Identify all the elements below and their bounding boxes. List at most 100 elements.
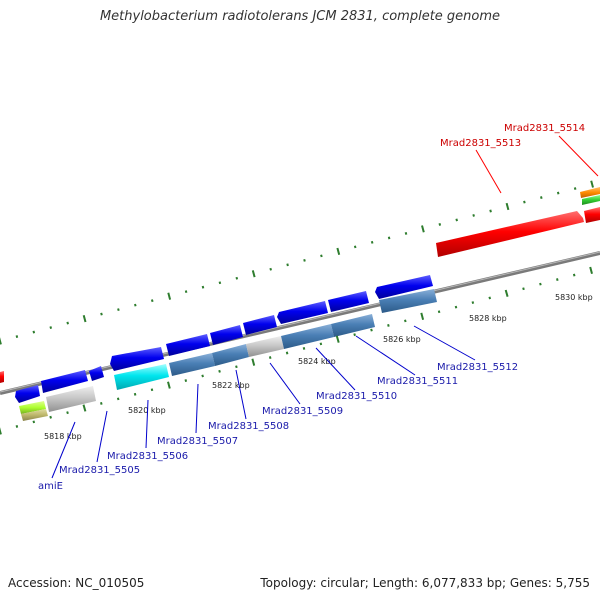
outer-tick [269, 267, 272, 271]
scale-label-5822: 5822 kbp [212, 381, 250, 390]
inner-tick-row [0, 266, 593, 435]
label-mrad2831-5509[interactable]: Mrad2831_5509 [262, 406, 343, 417]
outer-tick [167, 292, 172, 300]
inner-tick [370, 328, 373, 332]
gene-mrad2831-5508-blue[interactable] [210, 325, 243, 345]
outer-tick [82, 314, 87, 323]
gene-mrad2831-5505-blue[interactable] [41, 370, 88, 393]
outer-tick [32, 330, 36, 334]
callout-lines [51, 135, 599, 479]
outer-tick [489, 209, 492, 213]
gene-orange-top[interactable] [580, 187, 600, 198]
inner-tick [387, 324, 390, 327]
inner-tick [488, 296, 492, 300]
callout-5508 [235, 369, 247, 420]
inner-tick [201, 374, 204, 378]
gene-mrad2831-5507-steel[interactable] [169, 353, 215, 376]
callout-5507 [195, 383, 199, 434]
inner-tick [150, 388, 154, 392]
callout-5505 [96, 410, 108, 463]
gene-mrad2831-5508-steel[interactable] [212, 344, 249, 366]
inner-tick [572, 273, 576, 277]
outer-tick [66, 321, 69, 325]
accession-text: Accession: NC_010505 [8, 576, 145, 590]
scale-label-5826: 5826 kbp [383, 335, 421, 344]
outer-tick [421, 225, 425, 233]
outer-tick-row [0, 180, 594, 345]
label-mrad2831-5508[interactable]: Mrad2831_5508 [208, 421, 289, 432]
inner-tick [100, 402, 103, 405]
gene-amie-khaki[interactable] [21, 409, 48, 421]
gene-mrad2831-5506-cyan[interactable] [114, 364, 169, 390]
gene-mrad2831-5511-steel[interactable] [331, 314, 375, 337]
outer-tick [201, 285, 205, 289]
outer-tick [286, 263, 289, 267]
outer-tick [251, 270, 256, 278]
inner-tick [589, 266, 593, 275]
callout-5514 [558, 135, 599, 177]
inner-tick [32, 420, 36, 424]
outer-tick [117, 308, 120, 312]
map-title: Methylobacterium radiotolerans JCM 2831,… [99, 9, 501, 24]
outer-tick [184, 290, 188, 294]
outer-tick [49, 326, 53, 329]
inner-tick [335, 335, 340, 343]
inner-tick [167, 381, 171, 389]
inner-tick [184, 379, 188, 382]
inner-tick [251, 358, 256, 366]
outer-tick [218, 281, 222, 285]
outer-tick [505, 202, 510, 211]
gene-mrad2831-5512-blue[interactable] [375, 275, 433, 299]
inner-tick [556, 278, 559, 282]
label-mrad2831-5506[interactable]: Mrad2831_5506 [107, 451, 188, 462]
label-mrad2831-5513[interactable]: Mrad2831_5513 [440, 138, 521, 149]
outer-tick [556, 191, 560, 195]
outer-tick [336, 247, 341, 255]
gene-mrad2831-5512-steel[interactable] [379, 289, 437, 313]
gene-green-top[interactable] [582, 195, 600, 205]
scale-label-5824: 5824 kbp [298, 357, 336, 366]
inner-tick [285, 351, 289, 355]
gene-red-left-edge[interactable] [0, 371, 4, 383]
inner-tick [268, 356, 272, 360]
gene-mrad2831-5507-blue[interactable] [166, 334, 210, 356]
outer-tick [540, 196, 543, 199]
gene-mrad2831-5510-steel[interactable] [281, 324, 334, 349]
outer-tick [15, 335, 19, 338]
gene-amie-lime[interactable] [19, 401, 46, 414]
label-mrad2831-5511[interactable]: Mrad2831_5511 [377, 376, 458, 387]
callout-5506 [145, 399, 149, 449]
gene-small-blue[interactable] [89, 366, 104, 381]
gene-mrad2831-5510-blue[interactable] [277, 301, 328, 324]
scale-label-5830: 5830 kbp [555, 293, 593, 302]
gene-mrad2831-5513[interactable] [436, 211, 584, 257]
label-mrad2831-5510[interactable]: Mrad2831_5510 [316, 391, 397, 402]
gene-amie-blue[interactable] [15, 385, 40, 403]
label-mrad2831-5507[interactable]: Mrad2831_5507 [157, 436, 238, 447]
label-amie[interactable]: amiE [38, 481, 63, 492]
inner-tick [353, 333, 356, 337]
gene-mrad2831-5511-blue[interactable] [328, 291, 369, 312]
gene-mrad2831-5509-gray[interactable] [246, 336, 284, 357]
outer-tick [523, 200, 526, 204]
gene-mrad2831-5514[interactable] [584, 207, 600, 223]
outer-tick [353, 245, 357, 249]
gene-mrad2831-5506-blue[interactable] [110, 347, 164, 371]
outer-tick [235, 276, 239, 280]
label-mrad2831-5514[interactable]: Mrad2831_5514 [504, 123, 585, 134]
inner-tick [218, 369, 221, 373]
scale-label-5818: 5818 kbp [44, 432, 82, 441]
gene-mrad2831-5509-blue[interactable] [243, 315, 277, 335]
inner-tick [454, 305, 458, 309]
outer-tick [370, 240, 374, 244]
scale-label-5820: 5820 kbp [128, 406, 166, 415]
label-mrad2831-5505[interactable]: Mrad2831_5505 [59, 465, 140, 476]
inner-tick [404, 319, 407, 323]
outer-tick [320, 254, 323, 258]
gene-mrad2831-5505-gray[interactable] [46, 386, 96, 412]
label-mrad2831-5512[interactable]: Mrad2831_5512 [437, 362, 518, 373]
inner-tick [539, 282, 542, 286]
outer-tick [573, 187, 577, 190]
inner-tick [420, 312, 425, 320]
